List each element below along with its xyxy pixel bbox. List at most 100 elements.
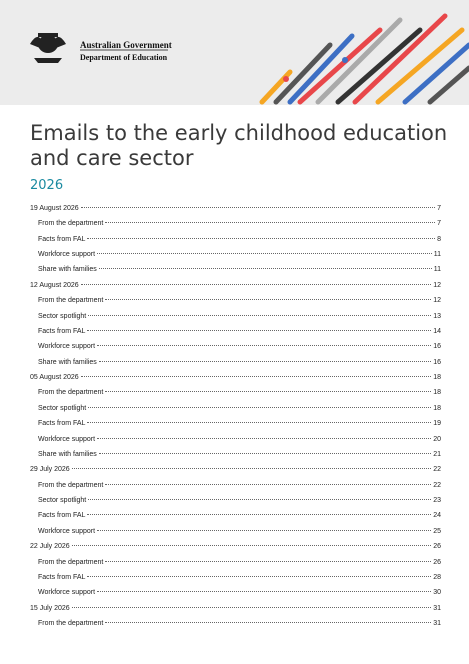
dot-leader bbox=[87, 329, 432, 331]
entry-label: Sector spotlight bbox=[38, 404, 87, 412]
dot-leader bbox=[97, 253, 432, 255]
entry-label: From the department bbox=[38, 481, 104, 489]
dot-leader bbox=[97, 437, 432, 439]
entry-label: From the department bbox=[38, 297, 104, 305]
entry-page: 21 bbox=[433, 450, 441, 458]
government-name: Australian Government bbox=[80, 40, 172, 50]
entry-page: 31 bbox=[433, 619, 441, 627]
entry-label: From the department bbox=[38, 558, 104, 566]
entry-label: 05 August 2026 bbox=[30, 374, 79, 382]
entry-page: 16 bbox=[433, 343, 441, 351]
entry-label: Workforce support bbox=[38, 435, 96, 443]
entry-label: From the department bbox=[38, 220, 104, 228]
toc-item: From the department 7 bbox=[38, 220, 441, 230]
entry-page: 30 bbox=[433, 589, 441, 597]
entry-page: 14 bbox=[433, 327, 441, 335]
entry-label: 12 August 2026 bbox=[30, 281, 79, 289]
dot-leader bbox=[105, 299, 432, 301]
entry-label: 29 July 2026 bbox=[30, 466, 70, 474]
toc-item: Facts from FAL 28 bbox=[38, 574, 441, 584]
toc-item: Share with families 16 bbox=[38, 359, 441, 369]
dot-leader bbox=[87, 422, 432, 424]
entry-label: Facts from FAL bbox=[38, 420, 86, 428]
entry-page: 11 bbox=[433, 266, 441, 274]
entry-page: 12 bbox=[433, 281, 441, 289]
entry-label: Share with families bbox=[38, 358, 97, 366]
toc-item: Sector spotlight 18 bbox=[38, 405, 441, 415]
entry-page: 19 bbox=[433, 420, 441, 428]
entry-page: 31 bbox=[433, 604, 441, 612]
entry-label: 22 July 2026 bbox=[30, 543, 70, 551]
toc-item: Workforce support 20 bbox=[38, 436, 441, 446]
entry-label: Workforce support bbox=[38, 527, 96, 535]
toc-item: Workforce support 30 bbox=[38, 589, 441, 599]
toc-section: 29 July 2026 22 bbox=[30, 466, 441, 476]
dot-leader bbox=[80, 283, 432, 285]
entry-page: 23 bbox=[433, 497, 441, 505]
dot-leader bbox=[105, 621, 432, 623]
entry-label: Facts from FAL bbox=[38, 573, 86, 581]
toc-item: From the department 31 bbox=[38, 620, 441, 630]
entry-label: Sector spotlight bbox=[38, 497, 87, 505]
toc-section: 15 July 2026 31 bbox=[30, 605, 441, 615]
toc-section: 12 August 2026 12 bbox=[30, 282, 441, 292]
department-name: Department of Education bbox=[80, 53, 168, 62]
dot-leader bbox=[97, 345, 432, 347]
entry-page: 18 bbox=[433, 374, 441, 382]
entry-label: Facts from FAL bbox=[38, 512, 86, 520]
dot-leader bbox=[71, 606, 432, 608]
toc-section: 19 August 2026 7 bbox=[30, 205, 441, 215]
entry-label: Share with families bbox=[38, 266, 97, 274]
entry-page: 18 bbox=[433, 389, 441, 397]
entry-label: Workforce support bbox=[38, 589, 96, 597]
dot-leader bbox=[105, 560, 432, 562]
dot-leader bbox=[98, 452, 432, 454]
dot-leader bbox=[98, 268, 432, 270]
dot-leader bbox=[105, 483, 432, 485]
entry-page: 26 bbox=[433, 543, 441, 551]
entry-label: Facts from FAL bbox=[38, 327, 86, 335]
toc-item: From the department 12 bbox=[38, 297, 441, 307]
dot-leader bbox=[87, 575, 432, 577]
entry-page: 25 bbox=[433, 527, 441, 535]
toc-item: Facts from FAL 14 bbox=[38, 328, 441, 338]
header-band: Australian Government Department of Educ… bbox=[0, 0, 469, 105]
entry-page: 22 bbox=[433, 481, 441, 489]
entry-page: 13 bbox=[433, 312, 441, 320]
entry-label: 19 August 2026 bbox=[30, 205, 79, 212]
toc-item: Share with families 21 bbox=[38, 451, 441, 461]
dot-leader bbox=[87, 514, 432, 516]
dot-leader bbox=[71, 545, 432, 547]
entry-page: 26 bbox=[433, 558, 441, 566]
entry-page: 7 bbox=[437, 220, 441, 228]
entry-page: 24 bbox=[433, 512, 441, 520]
dot-leader bbox=[71, 468, 432, 470]
entry-label: 15 July 2026 bbox=[30, 604, 70, 612]
dot-leader bbox=[80, 207, 436, 208]
entry-page: 11 bbox=[433, 251, 441, 259]
dot-leader bbox=[98, 360, 432, 362]
entry-page: 12 bbox=[433, 297, 441, 305]
entry-label: Share with families bbox=[38, 450, 97, 458]
dot-leader bbox=[105, 391, 432, 393]
entry-label: Workforce support bbox=[38, 251, 96, 259]
entry-page: 20 bbox=[433, 435, 441, 443]
stripes bbox=[259, 13, 469, 105]
entry-page: 18 bbox=[433, 404, 441, 412]
toc-item: Workforce support 16 bbox=[38, 343, 441, 353]
dot-leader bbox=[88, 499, 432, 501]
toc-item: Facts from FAL 24 bbox=[38, 512, 441, 522]
toc-item: From the department 26 bbox=[38, 559, 441, 569]
entry-page: 7 bbox=[437, 205, 441, 212]
entry-label: Sector spotlight bbox=[38, 312, 87, 320]
dot-leader bbox=[88, 314, 432, 316]
entry-label: From the department bbox=[38, 619, 104, 627]
toc-section: 05 August 2026 18 bbox=[30, 374, 441, 384]
document-title: Emails to the early childhood education … bbox=[30, 121, 448, 170]
toc-item: Sector spotlight 23 bbox=[38, 497, 441, 507]
toc-item: From the department 22 bbox=[38, 482, 441, 492]
toc-item: Sector spotlight 13 bbox=[38, 313, 441, 323]
entry-label: Facts from FAL bbox=[38, 235, 86, 243]
entry-page: 28 bbox=[433, 573, 441, 581]
